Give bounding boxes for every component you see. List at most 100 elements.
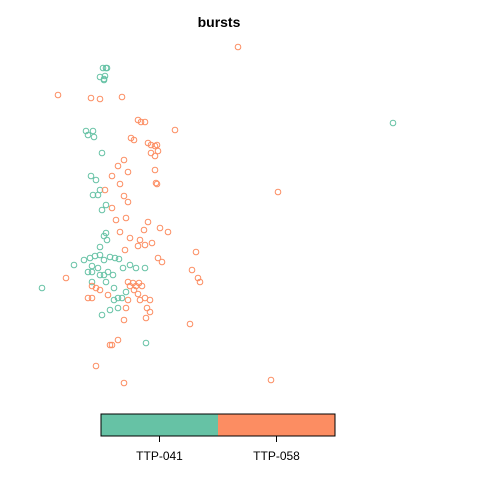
point-ttp-041 [106,306,114,314]
point-ttp-041 [389,119,397,127]
point-ttp-058 [136,236,144,244]
point-ttp-058 [120,316,128,324]
point-ttp-058 [114,336,122,344]
point-ttp-058 [54,91,62,99]
point-ttp-058 [274,188,282,196]
point-ttp-058 [126,234,134,242]
point-ttp-058 [106,341,114,349]
point-ttp-058 [148,239,156,247]
point-ttp-041 [142,339,150,347]
point-ttp-058 [134,242,142,250]
point-ttp-058 [101,186,109,194]
point-ttp-058 [146,308,154,316]
point-ttp-041 [114,294,122,302]
point-ttp-058 [108,341,116,349]
point-ttp-058 [147,149,155,157]
point-ttp-058 [142,314,150,322]
point-ttp-058 [164,228,172,236]
point-ttp-058 [154,147,162,155]
point-ttp-041 [96,271,104,279]
color-bar-legend: TTP-041 TTP-058 [100,413,336,463]
point-ttp-041 [126,261,134,269]
point-ttp-058 [122,214,130,222]
point-ttp-041 [102,278,110,286]
point-ttp-041 [99,64,107,72]
point-ttp-058 [104,291,112,299]
point-ttp-058 [141,241,149,249]
point-ttp-058 [87,94,95,102]
point-ttp-058 [121,246,129,254]
point-ttp-058 [144,218,152,226]
point-ttp-041 [114,304,122,312]
chart-title: bursts [198,14,241,30]
point-ttp-041 [98,206,106,214]
point-ttp-041 [98,311,106,319]
point-ttp-058 [158,258,166,266]
point-ttp-041 [86,254,94,262]
point-ttp-041 [102,201,110,209]
point-ttp-058 [118,93,126,101]
point-ttp-041 [82,127,90,135]
point-ttp-058 [188,266,196,274]
point-ttp-058 [138,282,146,290]
point-ttp-058 [92,284,100,292]
point-ttp-041 [89,127,97,135]
point-ttp-041 [122,288,130,296]
point-ttp-041 [94,264,102,272]
point-ttp-041 [90,133,98,141]
point-ttp-058 [154,254,162,262]
point-ttp-041 [100,256,108,264]
point-ttp-058 [140,226,148,234]
point-ttp-058 [120,156,128,164]
point-ttp-058 [62,274,70,282]
point-ttp-041 [119,264,127,272]
point-ttp-058 [137,118,145,126]
point-ttp-041 [88,262,96,270]
point-ttp-058 [151,152,159,160]
point-ttp-058 [114,162,122,170]
legend-swatch-ttp-041 [101,414,218,436]
point-ttp-058 [153,180,161,188]
point-ttp-058 [96,95,104,103]
point-ttp-058 [156,224,164,232]
point-ttp-041 [84,131,92,139]
point-ttp-058 [88,282,96,290]
point-ttp-058 [146,296,154,304]
point-ttp-041 [84,268,92,276]
point-ttp-058 [186,320,194,328]
point-ttp-058 [152,179,160,187]
point-ttp-058 [192,248,200,256]
point-ttp-041 [104,268,112,276]
legend-label-ttp-041: TTP-041 [136,449,183,463]
scatter-points [38,43,397,387]
point-ttp-058 [141,118,149,126]
point-ttp-041 [103,64,111,72]
point-ttp-041 [110,284,118,292]
point-ttp-058 [124,198,132,206]
point-ttp-058 [88,294,96,302]
point-ttp-058 [120,379,128,387]
point-ttp-041 [80,256,88,264]
point-ttp-041 [38,284,46,292]
point-ttp-058 [116,228,124,236]
point-ttp-058 [234,43,242,51]
point-ttp-041 [110,296,118,304]
point-ttp-058 [116,180,124,188]
point-ttp-041 [96,251,104,259]
point-ttp-058 [108,204,116,212]
point-ttp-058 [124,168,132,176]
point-ttp-058 [196,278,204,286]
point-ttp-058 [112,216,120,224]
point-ttp-041 [89,191,97,199]
point-ttp-041 [109,271,117,279]
point-ttp-041 [94,191,102,199]
legend-border [100,413,336,437]
point-ttp-058 [96,286,104,294]
point-ttp-058 [267,376,275,384]
point-ttp-058 [108,172,116,180]
point-ttp-058 [92,362,100,370]
point-ttp-041 [98,149,106,157]
point-ttp-041 [103,236,111,244]
point-ttp-058 [124,296,132,304]
